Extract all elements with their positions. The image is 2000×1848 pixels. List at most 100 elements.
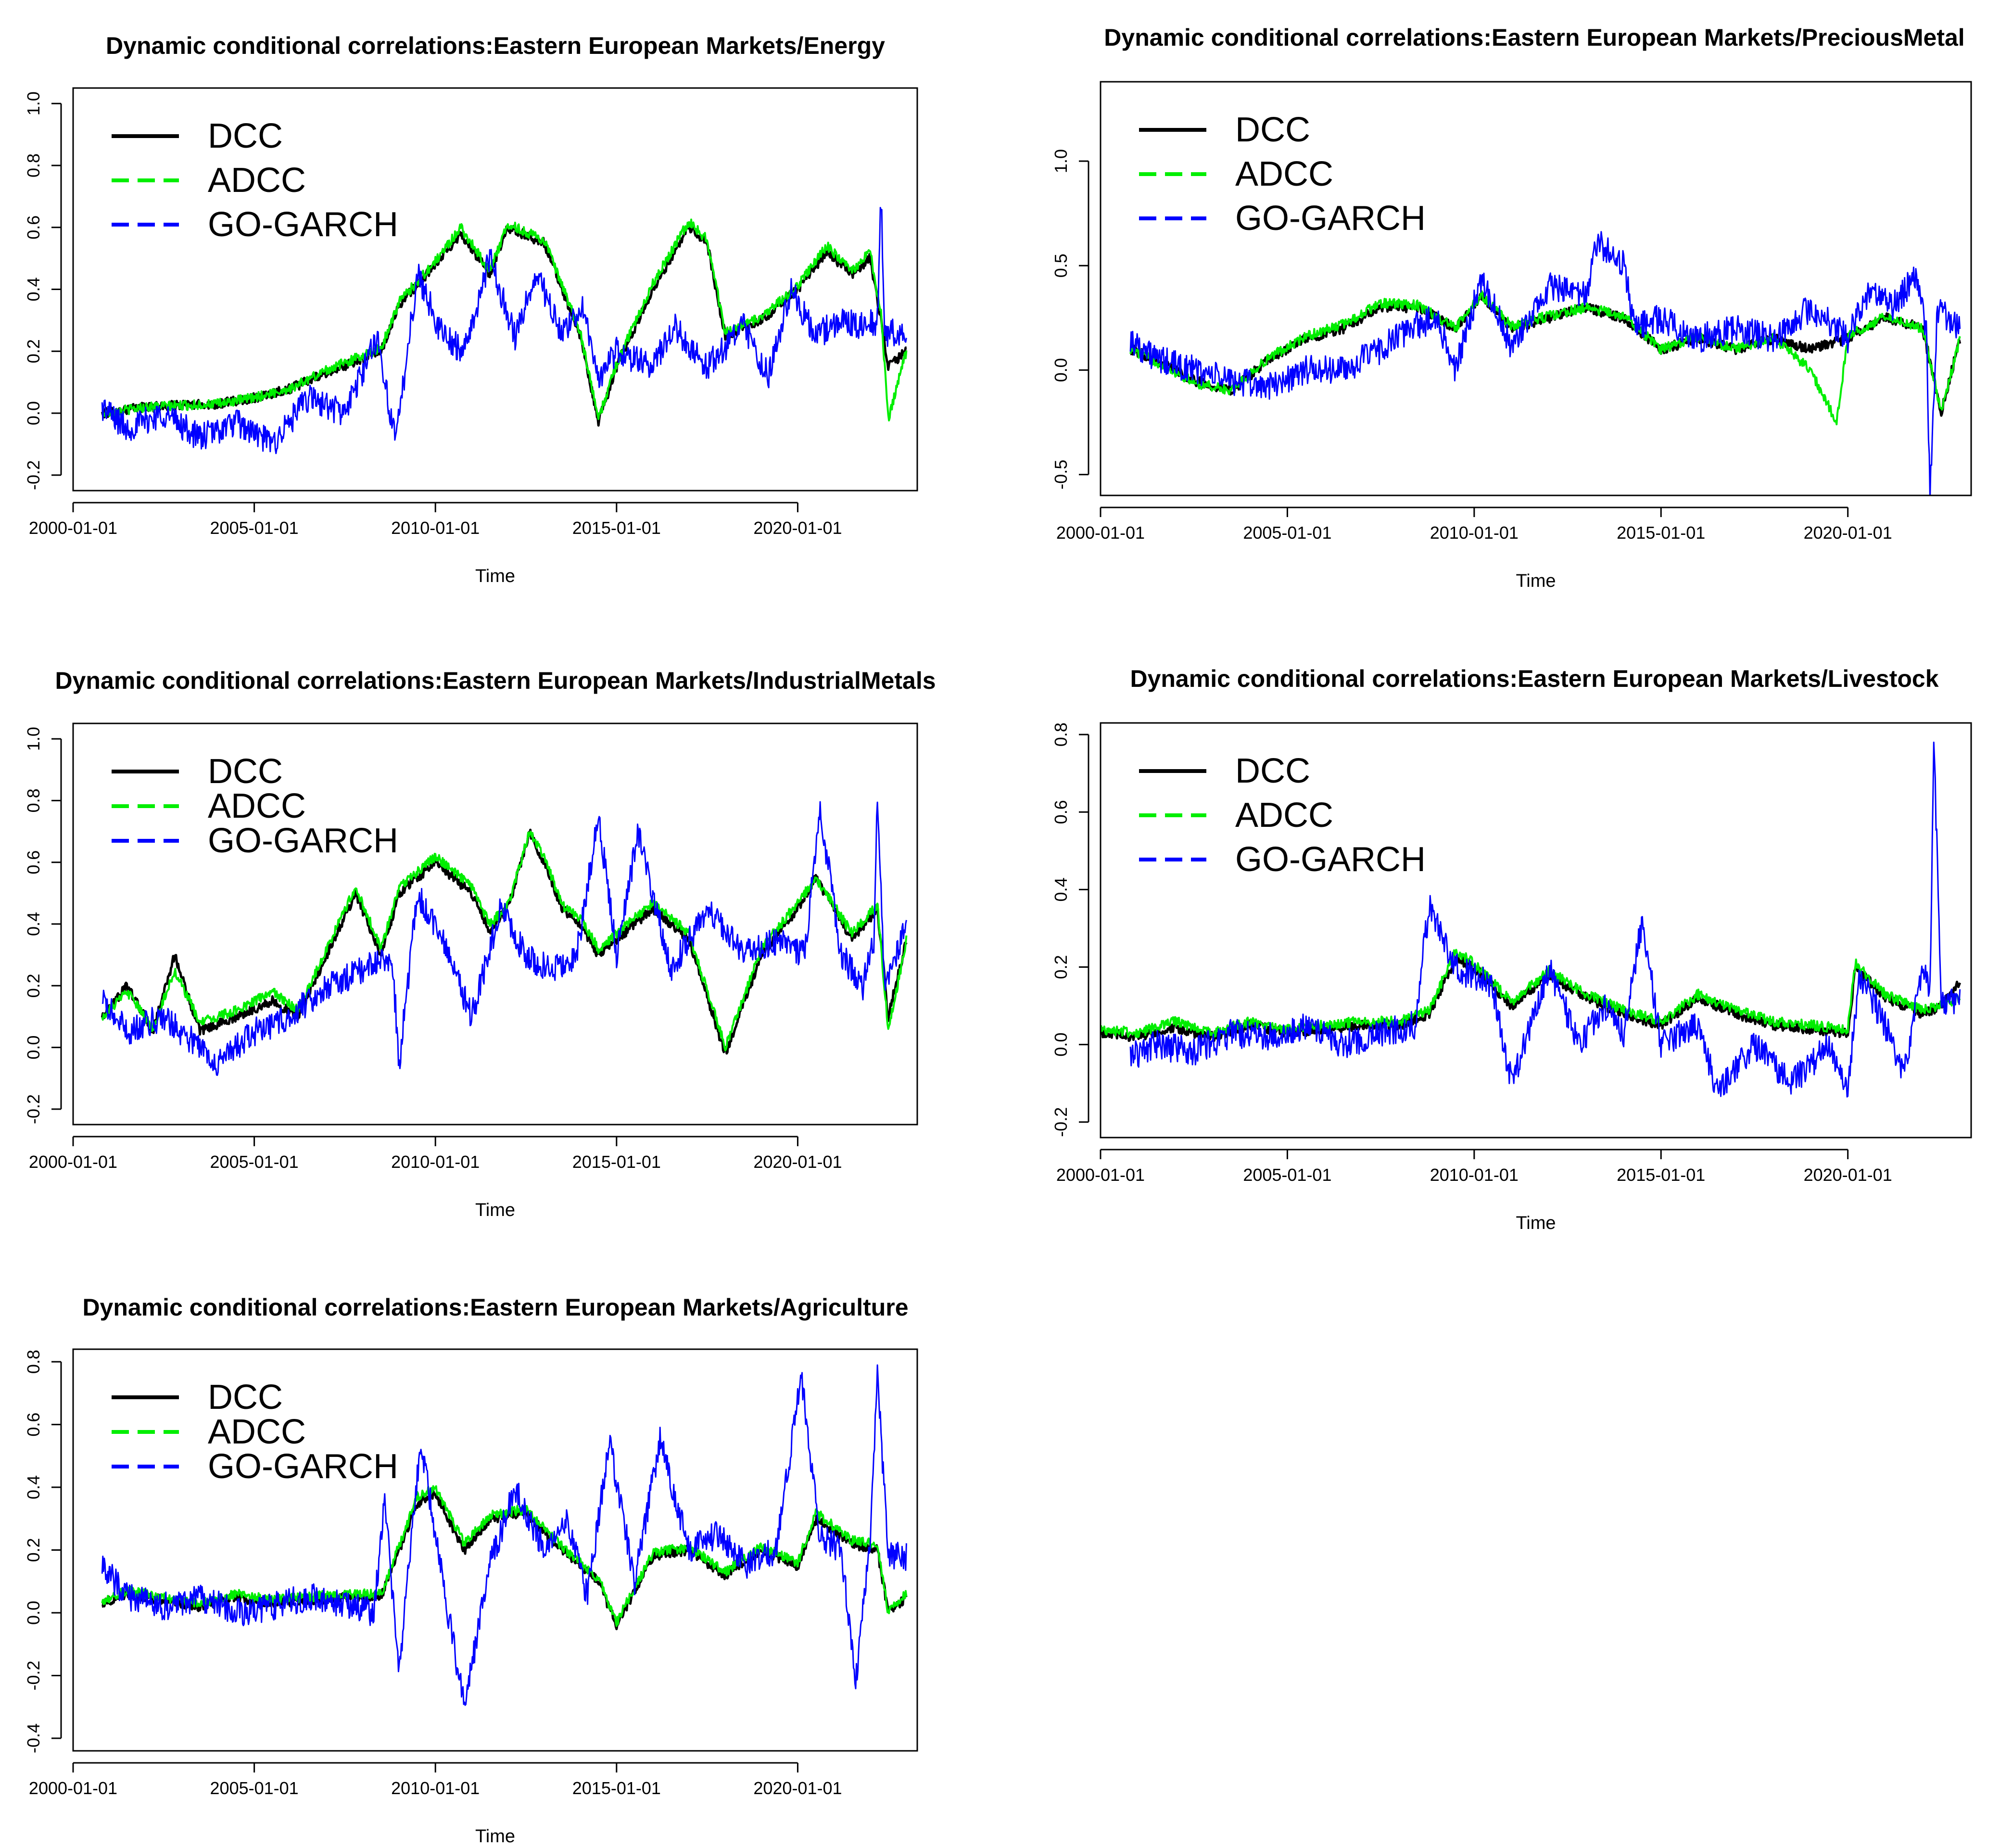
legend-label: ADCC (1235, 155, 1333, 193)
x-axis-label: Time (1516, 571, 1556, 591)
y-tick-label: 0.0 (24, 401, 43, 425)
legend: DCC ADCC GO-GARCH (1139, 752, 1426, 879)
y-tick-label: 0.2 (24, 974, 43, 998)
legend-label: DCC (208, 1378, 283, 1417)
x-tick-label: 2015-01-01 (572, 518, 661, 538)
x-axis-label: Time (475, 1200, 515, 1220)
y-tick-label: 1.0 (1051, 149, 1071, 173)
y-tick-label: 0.2 (1051, 955, 1071, 979)
y-tick-label: 0.6 (24, 1413, 43, 1437)
series-line-dcc (1130, 291, 1962, 417)
chart-panel-4: Dynamic conditional correlations:Eastern… (1051, 665, 1972, 1233)
legend-label: DCC (208, 752, 283, 791)
y-tick-label: 0.4 (24, 277, 43, 301)
series-line-adcc (101, 218, 908, 422)
x-tick-label: 2020-01-01 (753, 1152, 842, 1172)
y-tick-label: 1.0 (24, 727, 43, 751)
legend-label: GO-GARCH (1235, 840, 1426, 879)
y-tick-label: 0.2 (24, 1538, 43, 1562)
x-tick-label: 2020-01-01 (1804, 523, 1892, 543)
series-group (101, 801, 908, 1076)
y-tick-label: 1.0 (24, 91, 43, 115)
x-axis-label: Time (1516, 1213, 1556, 1233)
x-tick-label: 2010-01-01 (1430, 523, 1519, 543)
plot-frame (72, 1348, 918, 1752)
series-line-gogarch (101, 1364, 907, 1706)
series-group (1101, 741, 1962, 1098)
series-line-adcc (1101, 949, 1961, 1038)
legend-label: DCC (1235, 752, 1310, 790)
chart-panel-2: Dynamic conditional correlations:Eastern… (1051, 24, 1972, 591)
x-tick-label: 2010-01-01 (391, 1778, 480, 1798)
y-tick-label: 0.5 (1051, 253, 1071, 278)
y-tick-label: 0.6 (1051, 800, 1071, 824)
series-line-gogarch (1129, 231, 1961, 495)
chart-title: Dynamic conditional correlations:Eastern… (82, 1294, 908, 1321)
x-tick-label: 2010-01-01 (391, 1152, 480, 1172)
series-line-adcc (1129, 290, 1961, 426)
series-line-gogarch (101, 801, 907, 1076)
plot-frame (72, 722, 918, 1126)
x-tick-label: 2015-01-01 (572, 1152, 661, 1172)
series-group (101, 1364, 908, 1706)
y-tick-label: 0.4 (24, 1475, 43, 1499)
x-tick-label: 2015-01-01 (572, 1778, 661, 1798)
x-tick-label: 2005-01-01 (1243, 1165, 1331, 1185)
plot-frame (1100, 722, 1972, 1139)
y-tick-label: 0.8 (24, 788, 43, 812)
x-axis-label: Time (475, 1826, 515, 1846)
y-tick-label: 0.0 (1051, 358, 1071, 382)
y-tick-label: 0.8 (24, 153, 43, 177)
y-tick-label: -0.5 (1051, 460, 1071, 490)
y-tick-label: 0.2 (24, 339, 43, 363)
x-tick-label: 2015-01-01 (1617, 523, 1705, 543)
legend-label: GO-GARCH (208, 205, 398, 244)
legend-label: ADCC (1235, 796, 1333, 835)
x-tick-label: 2020-01-01 (1804, 1165, 1892, 1185)
y-tick-label: -0.2 (24, 460, 43, 490)
legend-label: GO-GARCH (1235, 199, 1426, 238)
y-tick-label: 0.4 (24, 912, 43, 936)
series-line-gogarch (1129, 741, 1961, 1098)
legend-label: ADCC (208, 161, 306, 200)
series-line-dcc (101, 224, 907, 427)
x-tick-label: 2020-01-01 (753, 518, 842, 538)
y-tick-label: -0.4 (24, 1723, 43, 1753)
y-tick-label: 0.0 (24, 1036, 43, 1060)
x-tick-label: 2000-01-01 (29, 1778, 117, 1798)
legend-label: ADCC (208, 1413, 306, 1451)
legend-label: GO-GARCH (208, 1447, 398, 1486)
series-line-gogarch (101, 207, 907, 455)
y-tick-label: 0.6 (24, 215, 43, 240)
x-tick-label: 2015-01-01 (1617, 1165, 1705, 1185)
x-tick-label: 2005-01-01 (210, 1778, 299, 1798)
x-tick-label: 2005-01-01 (210, 518, 299, 538)
x-tick-label: 2010-01-01 (1430, 1165, 1519, 1185)
x-tick-label: 2005-01-01 (210, 1152, 299, 1172)
y-tick-label: 0.6 (24, 850, 43, 874)
y-tick-label: 0.8 (24, 1350, 43, 1374)
y-tick-label: 0.0 (1051, 1033, 1071, 1057)
series-group (101, 207, 908, 455)
chart-title: Dynamic conditional correlations:Eastern… (1104, 24, 1964, 51)
y-tick-label: 0.8 (1051, 722, 1071, 747)
x-tick-label: 2005-01-01 (1243, 523, 1331, 543)
y-tick-label: 0.4 (1051, 877, 1071, 901)
plot-frame (1100, 81, 1972, 496)
x-tick-label: 2020-01-01 (753, 1778, 842, 1798)
chart-title: Dynamic conditional correlations:Eastern… (106, 32, 885, 59)
y-tick-label: 0.0 (24, 1601, 43, 1625)
legend-label: DCC (208, 117, 283, 155)
x-tick-label: 2010-01-01 (391, 518, 480, 538)
chart-panel-3: Dynamic conditional correlations:Eastern… (24, 667, 936, 1220)
x-tick-label: 2000-01-01 (29, 518, 117, 538)
chart-title: Dynamic conditional correlations:Eastern… (55, 667, 936, 694)
chart-panel-1: Dynamic conditional correlations:Eastern… (24, 32, 918, 586)
legend-label: ADCC (208, 787, 306, 825)
series-group (1129, 231, 1962, 495)
